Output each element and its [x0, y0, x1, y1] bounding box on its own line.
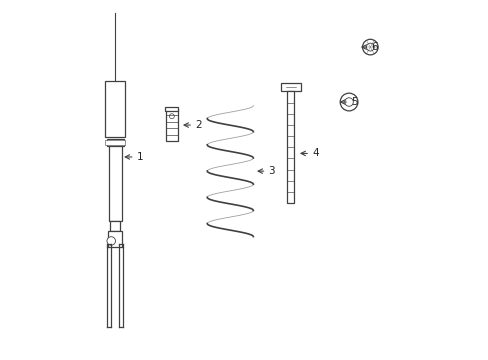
FancyBboxPatch shape	[165, 107, 178, 111]
Text: 4: 4	[312, 148, 319, 158]
Circle shape	[340, 93, 357, 111]
FancyBboxPatch shape	[108, 146, 121, 221]
FancyBboxPatch shape	[106, 139, 123, 146]
FancyBboxPatch shape	[166, 109, 177, 141]
FancyBboxPatch shape	[110, 221, 120, 231]
Text: 1: 1	[137, 152, 143, 162]
Circle shape	[344, 98, 353, 106]
Circle shape	[169, 114, 174, 119]
FancyBboxPatch shape	[105, 81, 125, 138]
Text: 6: 6	[370, 42, 377, 52]
Circle shape	[362, 39, 377, 55]
Text: 5: 5	[350, 97, 357, 107]
Circle shape	[107, 237, 115, 245]
Circle shape	[366, 43, 373, 51]
FancyBboxPatch shape	[286, 91, 293, 203]
FancyBboxPatch shape	[280, 84, 300, 91]
Text: 2: 2	[195, 120, 202, 130]
Text: 3: 3	[268, 166, 275, 176]
FancyBboxPatch shape	[105, 140, 125, 145]
FancyBboxPatch shape	[108, 231, 122, 247]
